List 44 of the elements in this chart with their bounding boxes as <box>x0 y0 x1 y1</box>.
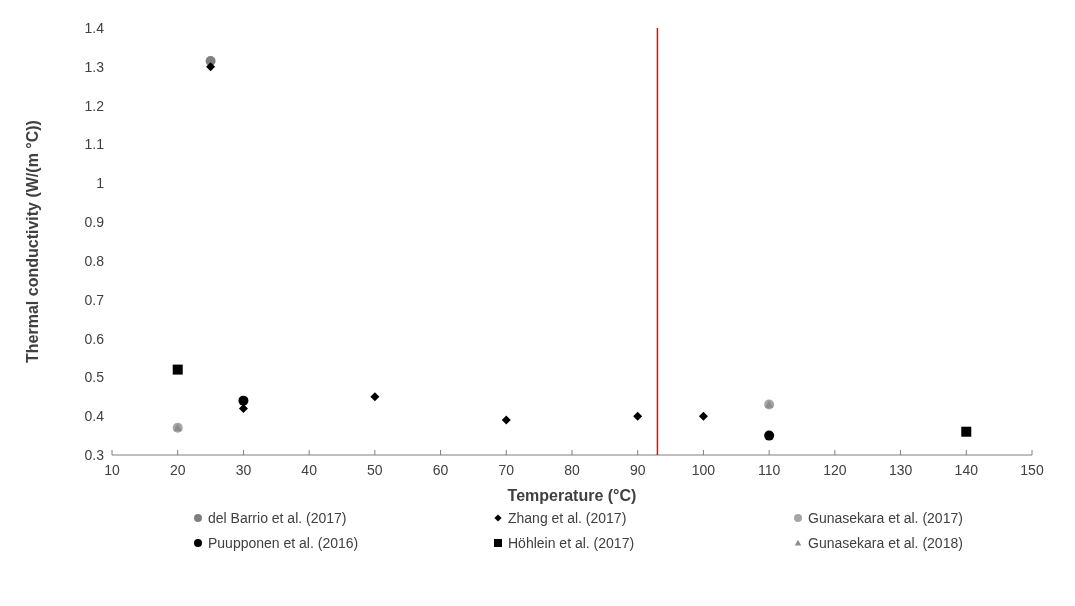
point <box>961 426 972 437</box>
point <box>206 62 216 72</box>
y-tick-label: 1 <box>96 175 105 192</box>
legend-label: del Barrio et al. (2017) <box>208 510 347 526</box>
point <box>172 364 183 375</box>
y-tick-label: 1.3 <box>84 58 105 75</box>
x-tick-label: 30 <box>235 462 252 478</box>
x-axis-title: Temperature (°C) <box>507 487 637 504</box>
y-tick-label: 1.4 <box>84 20 105 36</box>
legend-label: Höhlein et al. (2017) <box>508 535 635 551</box>
point <box>698 411 708 421</box>
x-tick-label: 110 <box>757 462 781 478</box>
y-tick-label: 1.1 <box>84 136 105 153</box>
legend-label: Puupponen et al. (2016) <box>208 535 359 551</box>
x-tick-label: 40 <box>301 462 318 478</box>
point <box>633 411 643 421</box>
x-tick-label: 150 <box>1020 462 1044 478</box>
y-tick-label: 0.6 <box>84 330 105 347</box>
legend-label: Gunasekara et al. (2018) <box>808 535 963 551</box>
x-tick-label: 80 <box>564 462 580 478</box>
point <box>238 395 249 406</box>
x-tick-label: 60 <box>432 462 449 478</box>
y-tick-label: 0.4 <box>84 408 105 425</box>
y-tick-label: 1.2 <box>84 97 105 114</box>
legend-label: Gunasekara et al. (2017) <box>808 510 963 526</box>
point <box>501 415 511 425</box>
x-tick-label: 10 <box>104 462 120 478</box>
y-axis-title: Thermal conductivity (W/(m °C)) <box>24 120 41 363</box>
x-tick-label: 120 <box>823 462 847 478</box>
y-tick-label: 0.7 <box>84 291 105 308</box>
x-tick-label: 70 <box>498 462 515 478</box>
point <box>764 430 775 441</box>
x-tick-label: 50 <box>367 462 383 478</box>
x-tick-label: 90 <box>629 462 646 478</box>
y-tick-label: 0.3 <box>84 447 105 463</box>
y-tick-label: 0.9 <box>84 214 105 231</box>
x-tick-label: 100 <box>691 462 716 478</box>
point <box>370 392 380 402</box>
x-tick-label: 130 <box>888 462 913 478</box>
x-tick-label: 140 <box>954 462 979 478</box>
x-tick-label: 20 <box>169 462 186 478</box>
y-tick-label: 0.8 <box>84 252 105 269</box>
y-tick-label: 0.5 <box>84 369 105 386</box>
legend-label: Zhang et al. (2017) <box>508 510 627 526</box>
